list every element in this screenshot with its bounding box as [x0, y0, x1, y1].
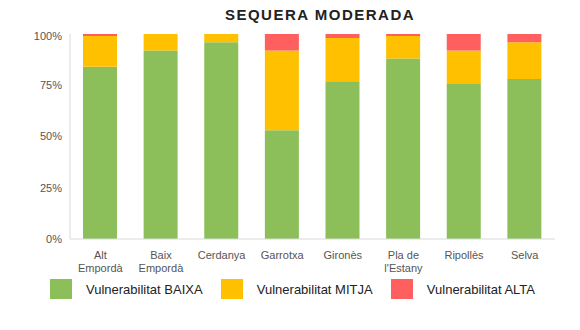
svg-text:BaixEmpordà: BaixEmpordà: [139, 249, 185, 274]
svg-text:Cerdanya: Cerdanya: [198, 249, 247, 261]
html-text:Vulnerabilitat BAIXA: Vulnerabilitat BAIXA: [86, 281, 203, 297]
svg-text:100%: 100%: [34, 30, 62, 42]
svg-text:Selva: Selva: [511, 249, 539, 261]
svg-text:25%: 25%: [40, 182, 62, 194]
svg-text:Gironès: Gironès: [324, 249, 363, 261]
svg-text:50%: 50%: [40, 130, 62, 142]
svg-text:Ripollès: Ripollès: [444, 249, 484, 261]
svg-text:AltEmpordà: AltEmpordà: [78, 249, 124, 274]
svg-text:Pla del'Estany: Pla del'Estany: [384, 249, 423, 274]
svg-text:0%: 0%: [46, 233, 62, 245]
svg-text:Garrotxa: Garrotxa: [261, 249, 305, 261]
html-text:Vulnerabilitat ALTA: Vulnerabilitat ALTA: [426, 281, 535, 297]
html-text:SEQUERA MODERADA: SEQUERA MODERADA: [224, 6, 416, 23]
svg-text:75%: 75%: [40, 79, 62, 91]
html-text:Vulnerabilitat MITJA: Vulnerabilitat MITJA: [256, 281, 373, 297]
